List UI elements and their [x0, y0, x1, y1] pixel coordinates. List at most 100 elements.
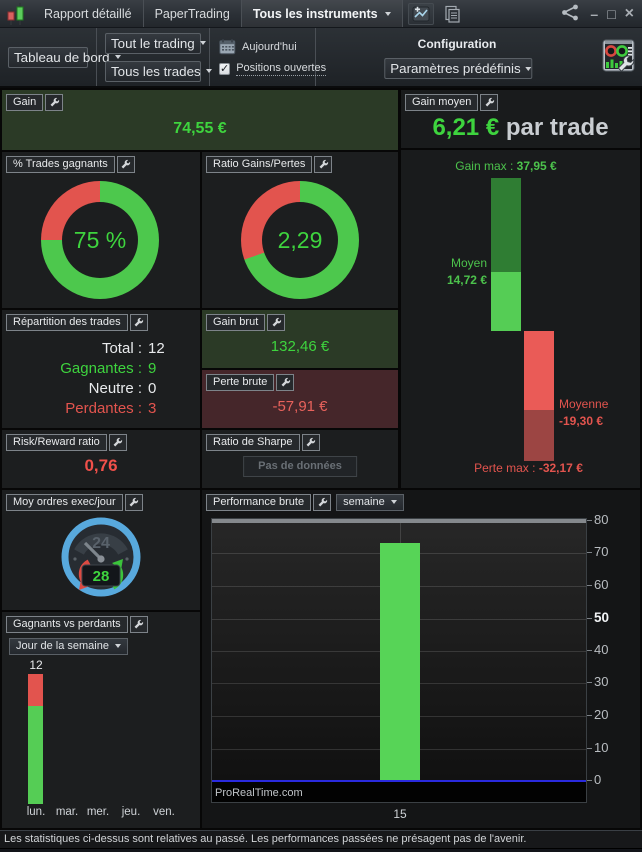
instrument-selector[interactable]: Tous les instruments [241, 0, 402, 27]
gauge-value: 28 [93, 568, 110, 585]
gain-moyen-value-line: 6,21 € par trade [401, 114, 640, 142]
wrench-settings-button[interactable] [276, 374, 295, 391]
wrench-settings-button[interactable] [267, 314, 286, 331]
toolbar-section-configuration: Configuration Paramètres prédéfinis [316, 28, 642, 86]
gain-max-bar-segment [491, 178, 521, 272]
loss-max-line: Perte max : -32,17 € [474, 461, 583, 475]
chart-scrollbar[interactable] [212, 519, 586, 523]
panel-gain-moyen: Gain moyen 6,21 € par trade [401, 90, 640, 148]
ytick-20: 20 [594, 707, 609, 722]
ytick-30: 30 [594, 674, 609, 689]
wrench-settings-button[interactable] [301, 434, 320, 451]
x-label-vendredi: ven. [153, 806, 175, 818]
sharpe-no-data-badge: Pas de données [243, 456, 357, 477]
toolbar-section-filters: Tout le trading Tous les trades [97, 28, 212, 86]
x-label-mardi: mar. [55, 806, 79, 818]
repartition-row-total: Total :12 [101, 340, 165, 357]
presets-label: Paramètres prédéfinis [390, 61, 521, 76]
today-control[interactable]: Aujourd'hui [219, 38, 315, 55]
close-button[interactable]: × [624, 4, 634, 22]
chart-add-icon [412, 6, 430, 21]
panel-sharpe-title: Ratio de Sharpe [206, 434, 300, 451]
maximize-button[interactable]: □ [607, 5, 616, 22]
panel-risk-reward: Risk/Reward ratio 0,76 [2, 430, 200, 488]
minimize-button[interactable]: – [590, 5, 599, 22]
chevron-down-icon [205, 69, 212, 73]
ytick-0: 0 [594, 772, 602, 787]
open-positions-control[interactable]: ✓ Positions ouvertes [219, 62, 327, 76]
panel-pct-trades-gagnants: % Trades gagnants 75 % [2, 152, 200, 308]
share-button[interactable] [560, 4, 581, 24]
x-label-mercredi: mer. [86, 806, 110, 818]
panel-gain-moyen-title: Gain moyen [405, 94, 479, 111]
winloss-period-label: Jour de la semaine [16, 640, 109, 652]
gain-max-value: 37,95 € [516, 159, 557, 173]
wrench-settings-button[interactable] [116, 156, 135, 173]
gauge-dial-number: 24 [92, 535, 110, 552]
wrench-icon [319, 159, 328, 169]
wrench-icon [113, 437, 123, 447]
winloss-bar-total: 12 [29, 658, 43, 672]
wrench-settings-button[interactable] [108, 434, 127, 451]
x-label-jeudi: jeu. [121, 806, 141, 818]
copy-report-button[interactable] [439, 3, 465, 25]
disclaimer-text: Les statistiques ci-dessus sont relative… [4, 833, 527, 845]
performance-period-label: semaine [343, 496, 385, 508]
ytick-40: 40 [594, 642, 609, 657]
wrench-icon [272, 317, 281, 327]
wrench-icon [134, 317, 144, 327]
winloss-losing-segment [28, 674, 43, 706]
dashboard-content: Gain 74,55 € Gain moyen 6,21 € par trade [0, 88, 642, 830]
wrench-settings-button[interactable] [480, 94, 499, 111]
performance-bar [380, 543, 420, 781]
calendar-icon [219, 38, 236, 54]
disclaimer-bar: Les statistiques ci-dessus sont relative… [0, 830, 642, 848]
winloss-period-select[interactable]: Jour de la semaine [9, 638, 128, 655]
open-chart-button[interactable] [407, 2, 434, 25]
panel-gain-extremes-chart: Gain max : 37,95 € Moyen 14,72 € Moyenne… [401, 150, 640, 488]
configure-report-button[interactable] [600, 38, 637, 78]
presets-select[interactable]: Paramètres prédéfinis [384, 58, 533, 79]
chevron-down-icon [390, 500, 397, 504]
panel-gagnants-vs-perdants: Gagnants vs perdants Jour de la semaine … [2, 612, 200, 828]
panel-repartition-title: Répartition des trades [6, 314, 128, 331]
avg-loss-label: Moyenne [559, 397, 609, 411]
dashboard-select[interactable]: Tableau de bord [8, 46, 121, 68]
wrench-settings-button[interactable] [129, 314, 148, 331]
panel-gain-brut-title: Gain brut [206, 314, 266, 331]
winloss-winning-segment [28, 706, 43, 804]
window-bottom-edge [0, 848, 642, 852]
tab-papertrading[interactable]: PaperTrading [154, 6, 230, 21]
open-positions-label[interactable]: Positions ouvertes [236, 61, 327, 76]
wrench-icon [318, 497, 327, 507]
ratio-donut-chart: 2,29 [241, 181, 359, 299]
tab-rapport-detaille[interactable]: Rapport détaillé [44, 6, 132, 21]
trades-filter-select[interactable]: Tous les trades [105, 60, 212, 82]
report-toolbar: Tableau de bord Tout le trading Tous les… [0, 28, 642, 88]
chevron-down-icon [114, 644, 121, 648]
gain-max-line: Gain max : 37,95 € [455, 159, 557, 173]
ratio-value: 2,29 [277, 226, 323, 253]
checkbox-checked-icon[interactable]: ✓ [219, 62, 231, 75]
wrench-icon [281, 377, 291, 387]
avg-win-value: 14,72 € [446, 273, 487, 287]
wrench-icon [50, 97, 59, 107]
ytick-60: 60 [594, 577, 609, 592]
wrench-settings-button[interactable] [45, 94, 64, 111]
chevron-down-icon [114, 55, 121, 59]
performance-period-select[interactable]: semaine [336, 494, 404, 511]
gain-moyen-value: 6,21 € [432, 114, 500, 141]
wrench-settings-button[interactable] [129, 616, 148, 633]
wrench-settings-button[interactable] [314, 156, 333, 173]
ytick-80: 80 [594, 512, 609, 527]
trading-scope-select[interactable]: Tout le trading [105, 32, 206, 54]
orders-gauge-icon: 24 28 [59, 516, 143, 607]
performance-plot-area: ProRealTime.com [211, 518, 587, 803]
wrench-settings-button[interactable] [124, 494, 143, 511]
repartition-row-perdantes: Perdantes :3 [65, 400, 157, 417]
panel-pct-title: % Trades gagnants [6, 156, 115, 173]
chevron-down-icon [199, 41, 206, 45]
wrench-settings-button[interactable] [313, 494, 332, 511]
winloss-x-axis: lun. mar. mer. jeu. ven. [2, 806, 200, 822]
